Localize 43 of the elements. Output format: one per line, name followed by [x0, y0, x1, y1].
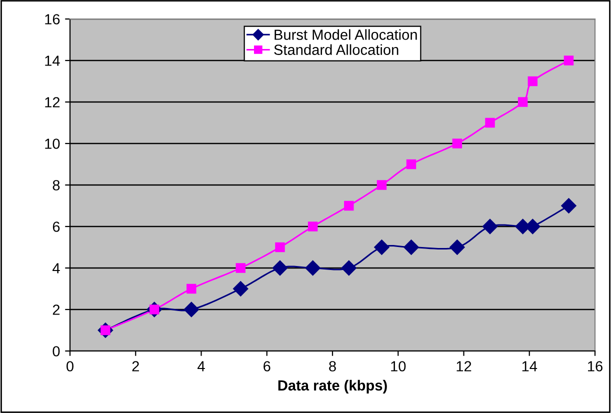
x-tick-label: 0: [66, 361, 74, 372]
x-axis-title: Data rate (kbps): [278, 380, 387, 394]
legend-label: Standard Allocation: [274, 44, 398, 55]
y-tick-label: 8: [52, 180, 60, 190]
point: [186, 284, 196, 294]
point: [308, 222, 318, 232]
x-tick-label: 6: [264, 361, 270, 372]
y-tick-label: 6: [52, 222, 60, 232]
point: [561, 198, 576, 214]
x-tick-label: 8: [329, 361, 336, 372]
y-tick-label: 14: [45, 56, 60, 66]
x-tick-label: 2: [132, 361, 139, 372]
y-tick-label: 0: [52, 346, 60, 356]
x-tick-label: 12: [456, 361, 472, 372]
point: [404, 240, 419, 255]
point: [344, 200, 354, 211]
point: [376, 180, 387, 190]
y-tick-label: 12: [45, 97, 60, 108]
y-tick-label: 4: [52, 263, 60, 274]
point: [305, 260, 320, 276]
point: [341, 260, 356, 276]
point: [518, 97, 528, 107]
point: [233, 281, 248, 296]
point: [275, 242, 285, 252]
y-tick-label: 2: [52, 304, 60, 315]
x-tick-label: 4: [198, 361, 205, 372]
point: [406, 159, 416, 170]
point: [452, 138, 462, 148]
point: [272, 260, 288, 276]
point: [374, 240, 390, 255]
point: [450, 240, 465, 255]
point: [236, 263, 246, 273]
point: [184, 302, 199, 318]
x-tick-label: 10: [391, 361, 406, 372]
x-tick-label: 14: [522, 361, 538, 372]
point: [485, 118, 495, 128]
x-tick-label: 16: [588, 361, 602, 372]
y-tick-label: 16: [45, 14, 60, 24]
y-tick-label: 10: [45, 138, 60, 149]
point: [564, 56, 574, 66]
point: [482, 218, 498, 234]
legend-label: Burst Model Allocation: [274, 29, 417, 40]
point: [528, 76, 538, 86]
